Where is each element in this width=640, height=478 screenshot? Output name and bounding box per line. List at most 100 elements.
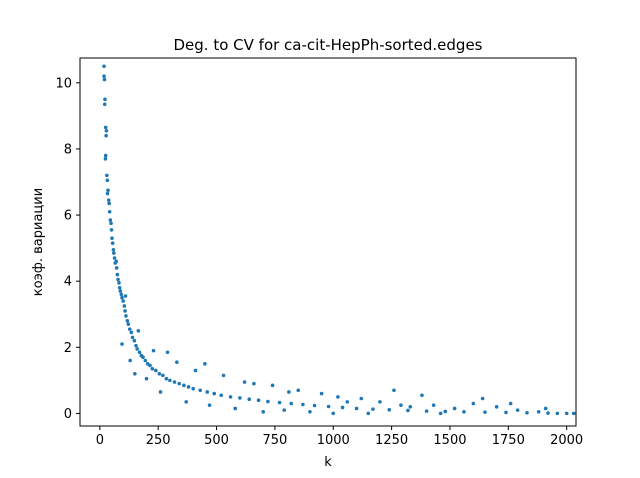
scatter-point [154,368,158,373]
scatter-point [198,388,203,393]
x-tick-label: 250 [146,433,171,448]
x-tick-label: 1250 [375,433,408,448]
scatter-point [494,405,499,409]
scatter-point [128,358,132,363]
scatter-point [122,304,127,308]
scatter-point [110,241,115,245]
scatter-point [123,309,127,313]
plot-area-frame [79,57,577,427]
scatter-point [182,383,186,388]
scatter-point [483,410,487,414]
scatter-point [203,362,207,366]
scatter-point [256,398,261,403]
scatter-point [193,368,198,373]
scatter-point [261,409,266,414]
scatter-point [555,411,560,416]
scatter-point [420,393,424,398]
scatter-point [161,373,165,378]
scatter-point [326,404,331,409]
y-tick-label: 2 [64,341,72,356]
scatter-point [247,397,252,402]
scatter-point [106,198,111,202]
scatter-point [277,400,282,405]
scatter-point [205,390,210,394]
scatter-point [301,402,305,407]
scatter-point [150,366,155,371]
scatter-point [462,409,466,414]
scatter-point [366,411,371,416]
x-tick-label: 750 [262,433,287,448]
scatter-point [175,360,179,364]
scatter-point [102,74,106,78]
x-tick-label: 0 [96,433,104,448]
scatter-point [564,411,569,416]
scatter-point [406,408,410,413]
scatter-point [123,294,128,298]
scatter-point [116,277,120,282]
scatter-point [336,395,340,399]
scatter-point [119,292,124,297]
scatter-point [184,400,189,404]
scatter-point [504,410,508,415]
scatter-point [452,406,457,411]
scatter-point [109,228,114,232]
scatter-point [191,386,196,391]
scatter-point [143,358,148,363]
scatter-point [165,350,170,355]
scatter-point [177,381,181,386]
scatter-point [308,409,312,414]
scatter-point [289,401,294,406]
scatter-point [141,355,145,360]
scatter-point [120,295,124,300]
scatter-point [117,285,122,290]
y-tick-label: 4 [64,275,72,290]
scatter-point [103,97,107,102]
scatter-point [114,259,118,264]
scatter-point [443,409,448,414]
scatter-point [137,350,142,355]
scatter-point [228,395,233,399]
scatter-point [233,406,238,411]
y-axis-ticks: 0 2 4 6 8 10 [55,76,80,422]
scatter-point [104,133,108,138]
scatter-point [331,411,336,416]
scatter-point [387,407,392,412]
scatter-point [296,388,301,393]
scatter-point [371,407,375,411]
scatter-point [132,338,137,343]
y-tick-label: 8 [64,142,72,157]
x-tick-label: 1000 [317,433,350,448]
scatter-point [345,400,350,404]
scatter-point [124,314,128,318]
scatter-point [359,396,364,401]
x-tick-label: 2000 [550,433,583,448]
y-axis-label: коэф. вариации [31,188,46,296]
scatter-point [110,236,114,240]
scatter-point [525,410,529,415]
chart-title: Deg. to CV for ca-cit-HepPh-sorted.edges [174,36,483,54]
scatter-point [134,343,138,348]
scatter-point [102,102,107,107]
scatter-point [118,289,123,293]
scatter-point [378,400,382,404]
scatter-point [571,411,576,416]
scatter-point [103,157,108,161]
scatter-point [117,281,121,285]
y-tick-label: 6 [64,209,72,224]
scatter-point [112,251,116,255]
scatter-point [354,406,359,411]
scatter-point [252,381,256,386]
scatter-point [266,399,270,404]
scatter-point [108,218,113,222]
scatter-point [103,125,108,130]
scatter-point [168,378,172,383]
scatter-point [543,406,548,411]
scatter-point [105,178,110,183]
scatter-point [242,380,247,384]
scatter-point [399,403,403,407]
scatter-point [508,401,513,406]
scatter-point [144,376,149,381]
scatter-point [238,396,242,400]
x-tick-label: 1500 [433,433,466,448]
